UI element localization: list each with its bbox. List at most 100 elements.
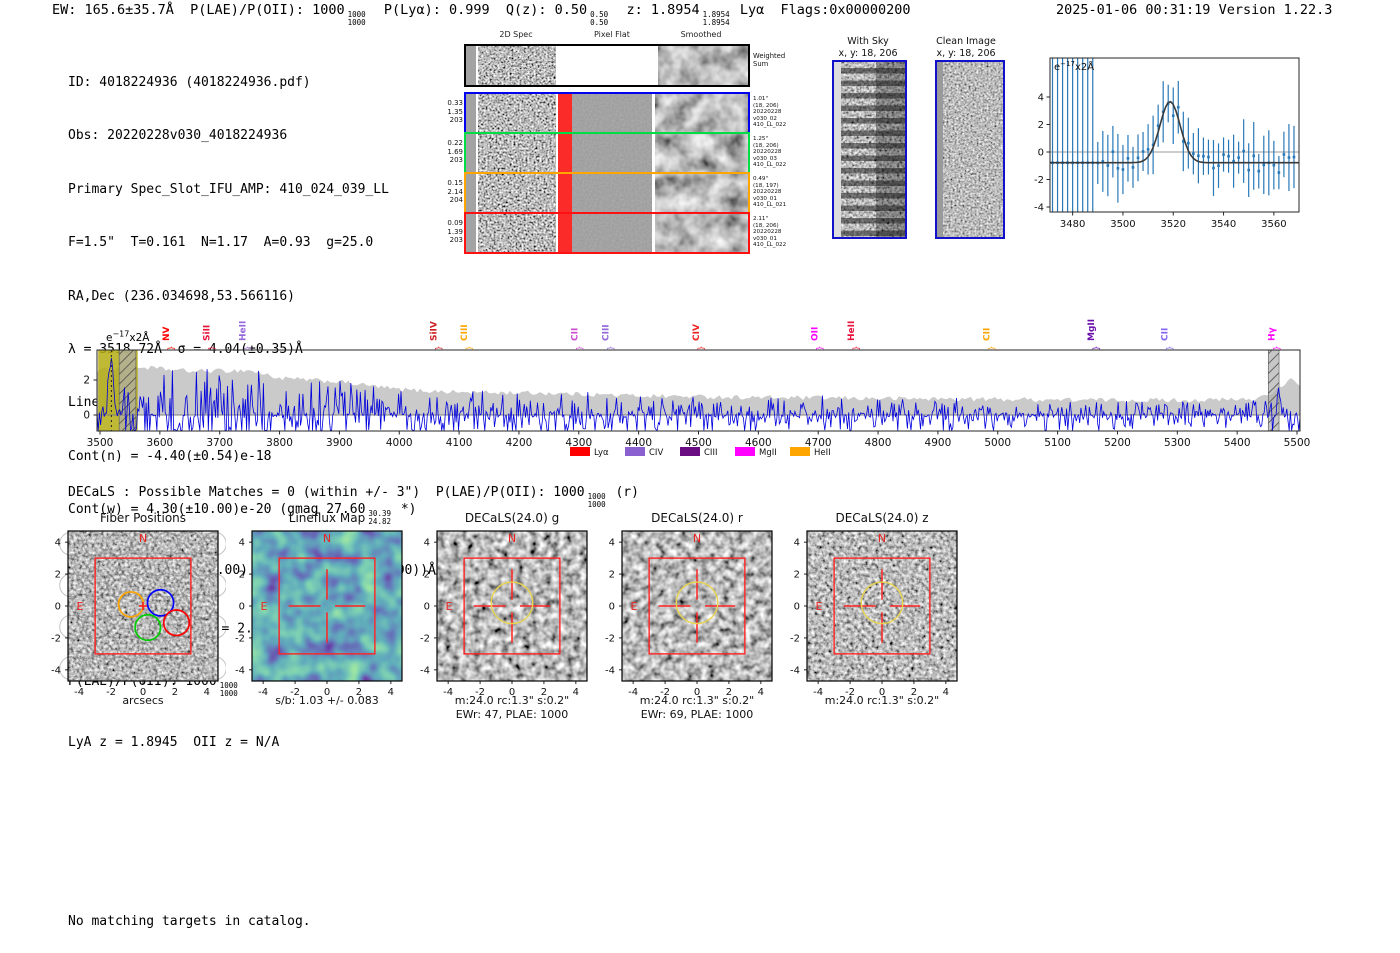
y-tick-label: 2 bbox=[83, 375, 90, 387]
emission-line-label-HeII: HeII bbox=[847, 321, 857, 341]
panel-plot-4: N E -4 -4 -2 -2 0 0 2 2 4 4 bbox=[790, 530, 958, 698]
fiber-annotation: (18, 206) bbox=[753, 222, 779, 229]
frac-top: 0.50 bbox=[590, 10, 609, 19]
x-tick-label: 3800 bbox=[266, 437, 293, 449]
data-point bbox=[1197, 154, 1200, 158]
fiber-annotation: v030_01 bbox=[753, 235, 777, 242]
spec2d-row-image bbox=[465, 173, 748, 212]
x-tick-label: 4800 bbox=[865, 437, 892, 449]
x-tick-label: 5300 bbox=[1164, 437, 1191, 449]
data-point bbox=[1292, 155, 1296, 159]
spec2d-row-left-labels: 0.22 1.69 203 bbox=[440, 139, 463, 165]
y-tick-label: 0 bbox=[55, 602, 61, 613]
fiber-outline bbox=[154, 656, 179, 681]
emission-line-brace: { bbox=[607, 345, 616, 350]
header-ew: EW: 165.6±35.7Å bbox=[52, 2, 191, 18]
fiber-annotation: 0.49" bbox=[753, 176, 769, 182]
weight-label: 203 bbox=[449, 116, 463, 125]
fiber-annotation: 20220228 bbox=[753, 189, 782, 196]
data-point bbox=[1141, 150, 1145, 153]
y-tick-label: 4 bbox=[239, 538, 245, 549]
panel-caption-0: m:24.0 rc:1.3" s:0.2" bbox=[639, 694, 755, 707]
masked-hatch-region bbox=[118, 350, 137, 431]
emission-line-brace: { bbox=[1166, 345, 1175, 350]
header-right: 2025-01-06 00:31:19 Version 1.22.3 bbox=[1056, 2, 1332, 18]
spec2d-row-right-labels: 1.01" (18, 206) 20220228 v030_02 410_LL_022 bbox=[753, 96, 793, 129]
emission-line-label-MgII: MgII bbox=[1087, 319, 1097, 341]
x-tick-label: 0 bbox=[509, 687, 515, 698]
frac-bottom: 1000 bbox=[347, 17, 366, 27]
spec2d-col-title-pixelflat: Pixel Flat bbox=[594, 30, 630, 39]
withsky-noise bbox=[834, 62, 905, 237]
row-pixelflat-noise bbox=[571, 93, 652, 132]
x-tick-label: 4 bbox=[573, 687, 579, 698]
fiber-annotation: 1.01" bbox=[753, 96, 769, 102]
y-tick-label: 2 bbox=[55, 570, 61, 581]
emission-line-brace: { bbox=[816, 345, 825, 350]
x-tick-label: -4 bbox=[258, 687, 268, 698]
emission-line-zoom-plot: 3480 3500 3520 3540 3560 -4 -2 0 2 4 e−17x2Å bbox=[1034, 57, 1300, 230]
plot-box bbox=[1049, 57, 1300, 213]
panel-caption-0: s/b: 1.03 +/- 0.083 bbox=[275, 694, 379, 707]
fiber-annotation: v030_02 bbox=[753, 115, 777, 122]
panel-plot-1: N E -4 -4 -2 -2 0 0 2 2 4 4 bbox=[235, 530, 403, 698]
fiber-outline bbox=[202, 573, 226, 598]
x-tick-label: 2 bbox=[356, 687, 362, 698]
compass-north: N bbox=[878, 532, 886, 545]
clean-noise bbox=[937, 62, 1003, 237]
fiber-annotation: 410_LL_022 bbox=[753, 122, 787, 129]
fiber-annotation: 20220228 bbox=[753, 229, 782, 236]
fiber-annotation: 2.11" bbox=[753, 216, 769, 222]
row-smoothed-noise bbox=[654, 133, 748, 172]
spec2d-row-2 bbox=[463, 131, 750, 174]
header-plae-fraction: 1000 1000 bbox=[348, 11, 366, 26]
fiber-annotation: (18, 206) bbox=[753, 102, 779, 109]
spec2d-row-right-labels: 1.25" (18, 206) 20220228 v030_03 410_LL_022 bbox=[753, 136, 793, 169]
fiber-outline bbox=[178, 656, 203, 681]
weight-label: 204 bbox=[449, 196, 463, 205]
y-tick-label: 4 bbox=[609, 538, 615, 549]
emission-line-brace: { bbox=[167, 345, 176, 350]
x-tick-label: 3900 bbox=[326, 437, 353, 449]
x-tick-label: 4400 bbox=[625, 437, 652, 449]
flux-units-label: e−17x2Å bbox=[1054, 60, 1094, 73]
data-point bbox=[1272, 163, 1276, 167]
info-obs: Obs: 20220228v030_4018224936 bbox=[68, 128, 288, 144]
weight-label: 0.09 bbox=[447, 219, 463, 227]
panel-plot-3: N E -4 -4 -2 -2 0 0 2 2 4 4 bbox=[605, 530, 773, 698]
data-point bbox=[1131, 166, 1135, 169]
row-edge-strip bbox=[465, 173, 476, 212]
y-tick-label: 2 bbox=[609, 570, 615, 581]
x-tick-label: 2 bbox=[172, 687, 178, 698]
decals-plae-text: P(LAE)/P(OII): 1000 bbox=[435, 485, 585, 500]
fiber-annotation: Weighted bbox=[753, 52, 786, 60]
data-point bbox=[1121, 168, 1125, 171]
data-point bbox=[1136, 156, 1140, 160]
x-tick-label: -4 bbox=[443, 687, 453, 698]
y-tick-label: -4 bbox=[51, 665, 61, 676]
data-point bbox=[1111, 150, 1115, 154]
frac-bottom: 0.50 bbox=[590, 17, 609, 27]
header-plya: P(Lyα): 0.999 bbox=[367, 2, 506, 18]
row-smoothed-noise bbox=[654, 93, 748, 132]
compass-east: E bbox=[76, 600, 83, 613]
panel-caption-0: m:24.0 rc:1.3" s:0.2" bbox=[454, 694, 570, 707]
panel-title-4: DECaLS(24.0) z bbox=[835, 511, 929, 525]
x-tick-label: 4600 bbox=[745, 437, 772, 449]
info-primary-spec: Primary Spec_Slot_IFU_AMP: 410_024_039_L… bbox=[68, 181, 389, 197]
legend-swatch-HeII bbox=[790, 447, 810, 456]
data-point bbox=[1242, 149, 1245, 153]
row-2dspec-noise bbox=[477, 45, 556, 85]
data-point bbox=[1262, 163, 1266, 167]
frac-top: 1.8954 bbox=[702, 10, 730, 19]
zoom-plot-content bbox=[1050, 58, 1299, 212]
weight-label: 1.35 bbox=[447, 107, 463, 116]
compass-north: N bbox=[139, 532, 147, 545]
fiber-outline bbox=[178, 531, 203, 556]
x-tick-label: 0 bbox=[324, 687, 330, 698]
decals-filter-suffix: (r) bbox=[607, 485, 639, 500]
emission-line-brace: { bbox=[465, 345, 474, 350]
decals-matches-text: DECaLS : Possible Matches = 0 (within +/… bbox=[68, 485, 436, 500]
gmag-fraction: 30.39 24.82 bbox=[368, 510, 391, 525]
